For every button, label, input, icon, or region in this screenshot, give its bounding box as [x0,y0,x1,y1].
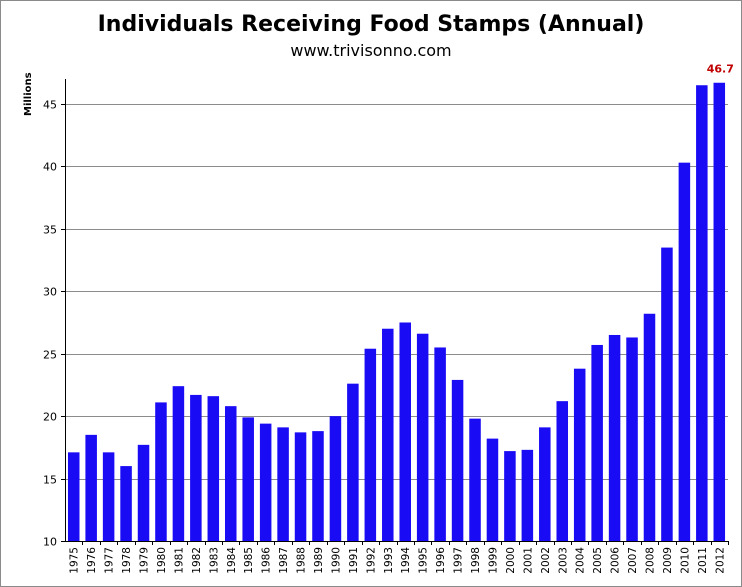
bar [416,333,429,541]
x-tick-label: 1977 [104,547,116,574]
bar [312,431,324,541]
bar [102,452,115,541]
bar [120,466,132,541]
bar [504,451,516,541]
x-tick-label: 1998 [470,547,482,574]
x-tick-label: 1980 [156,547,168,574]
bar [696,85,708,542]
x-tick-label: 2002 [540,547,552,574]
x-tick-label: 1996 [435,547,447,574]
bar [539,427,551,541]
x-tick-label: 2009 [662,547,674,574]
bar [382,328,394,541]
x-tick-label: 2004 [575,547,587,574]
bar [294,432,307,541]
bar [521,449,534,541]
x-tick-label: 1990 [330,547,342,574]
bar [661,247,673,541]
x-tick-label: 2000 [505,547,517,574]
chart-subtitle: www.trivisonno.com [290,41,452,60]
y-tick-label: 45 [43,99,57,112]
bar [224,406,237,541]
y-tick-label: 30 [43,286,57,299]
x-tick-label: 1988 [296,547,308,574]
x-tick-label: 2005 [592,547,604,574]
x-tick-label: 2008 [644,547,656,574]
x-tick-label: 1994 [400,547,412,574]
x-tick-label: 2003 [557,547,569,574]
x-tick-label: 1993 [383,547,395,574]
bar [486,438,499,541]
x-tick-label: 1987 [278,547,290,574]
x-tick-label: 1976 [86,547,98,574]
x-tick-label: 2011 [697,547,709,574]
bar [399,322,411,541]
x-tick-label: 1999 [487,547,499,574]
bar [242,417,254,541]
bar [626,337,638,541]
x-tick-label: 1978 [121,547,133,574]
x-tick-label: 2006 [610,547,622,574]
x-tick-label: 1992 [365,547,377,574]
chart-title: Individuals Receiving Food Stamps (Annua… [97,12,645,37]
x-tick-label: 1979 [139,547,151,574]
bar [277,427,289,541]
data-label: 46.7 [707,63,734,76]
y-tick-label: 25 [43,349,57,362]
bar [259,423,272,541]
bar [678,162,691,541]
bar [591,344,603,541]
bar [451,379,464,541]
y-tick-label: 10 [43,536,57,549]
x-tick-label: 1981 [173,547,185,574]
bar [85,434,97,541]
bar [573,368,586,541]
x-tick-label: 1995 [418,547,430,574]
x-tick-label: 2007 [627,547,639,574]
x-tick-label: 1985 [243,547,255,574]
y-tick-label: 20 [43,411,57,424]
bar [190,394,202,541]
x-tick-label: 1989 [313,547,325,574]
bar [713,82,726,541]
x-tick-label: 1984 [226,547,238,574]
x-tick-label: 2001 [522,547,534,574]
bar [469,418,481,541]
x-tick-label: 1983 [208,547,220,574]
bar [556,401,569,541]
bar [67,452,80,541]
y-tick-label: 15 [43,474,57,487]
x-tick-label: 1975 [69,547,81,574]
bar [172,386,185,541]
bar [643,313,656,541]
x-tick-label: 2010 [679,547,691,574]
bar [207,396,220,541]
bar [347,383,359,541]
bar [137,444,150,541]
y-tick-label: 40 [43,161,57,174]
bar [155,402,167,541]
x-tick-label: 2012 [714,547,726,574]
bar [434,347,446,541]
bar [329,416,342,541]
bar [364,348,377,541]
y-tick-label: 35 [43,224,57,237]
x-tick-label: 1991 [348,547,360,574]
x-tick-label: 1997 [453,547,465,574]
bar [608,334,621,541]
x-tick-label: 1986 [261,547,273,574]
x-tick-label: 1982 [191,547,203,574]
